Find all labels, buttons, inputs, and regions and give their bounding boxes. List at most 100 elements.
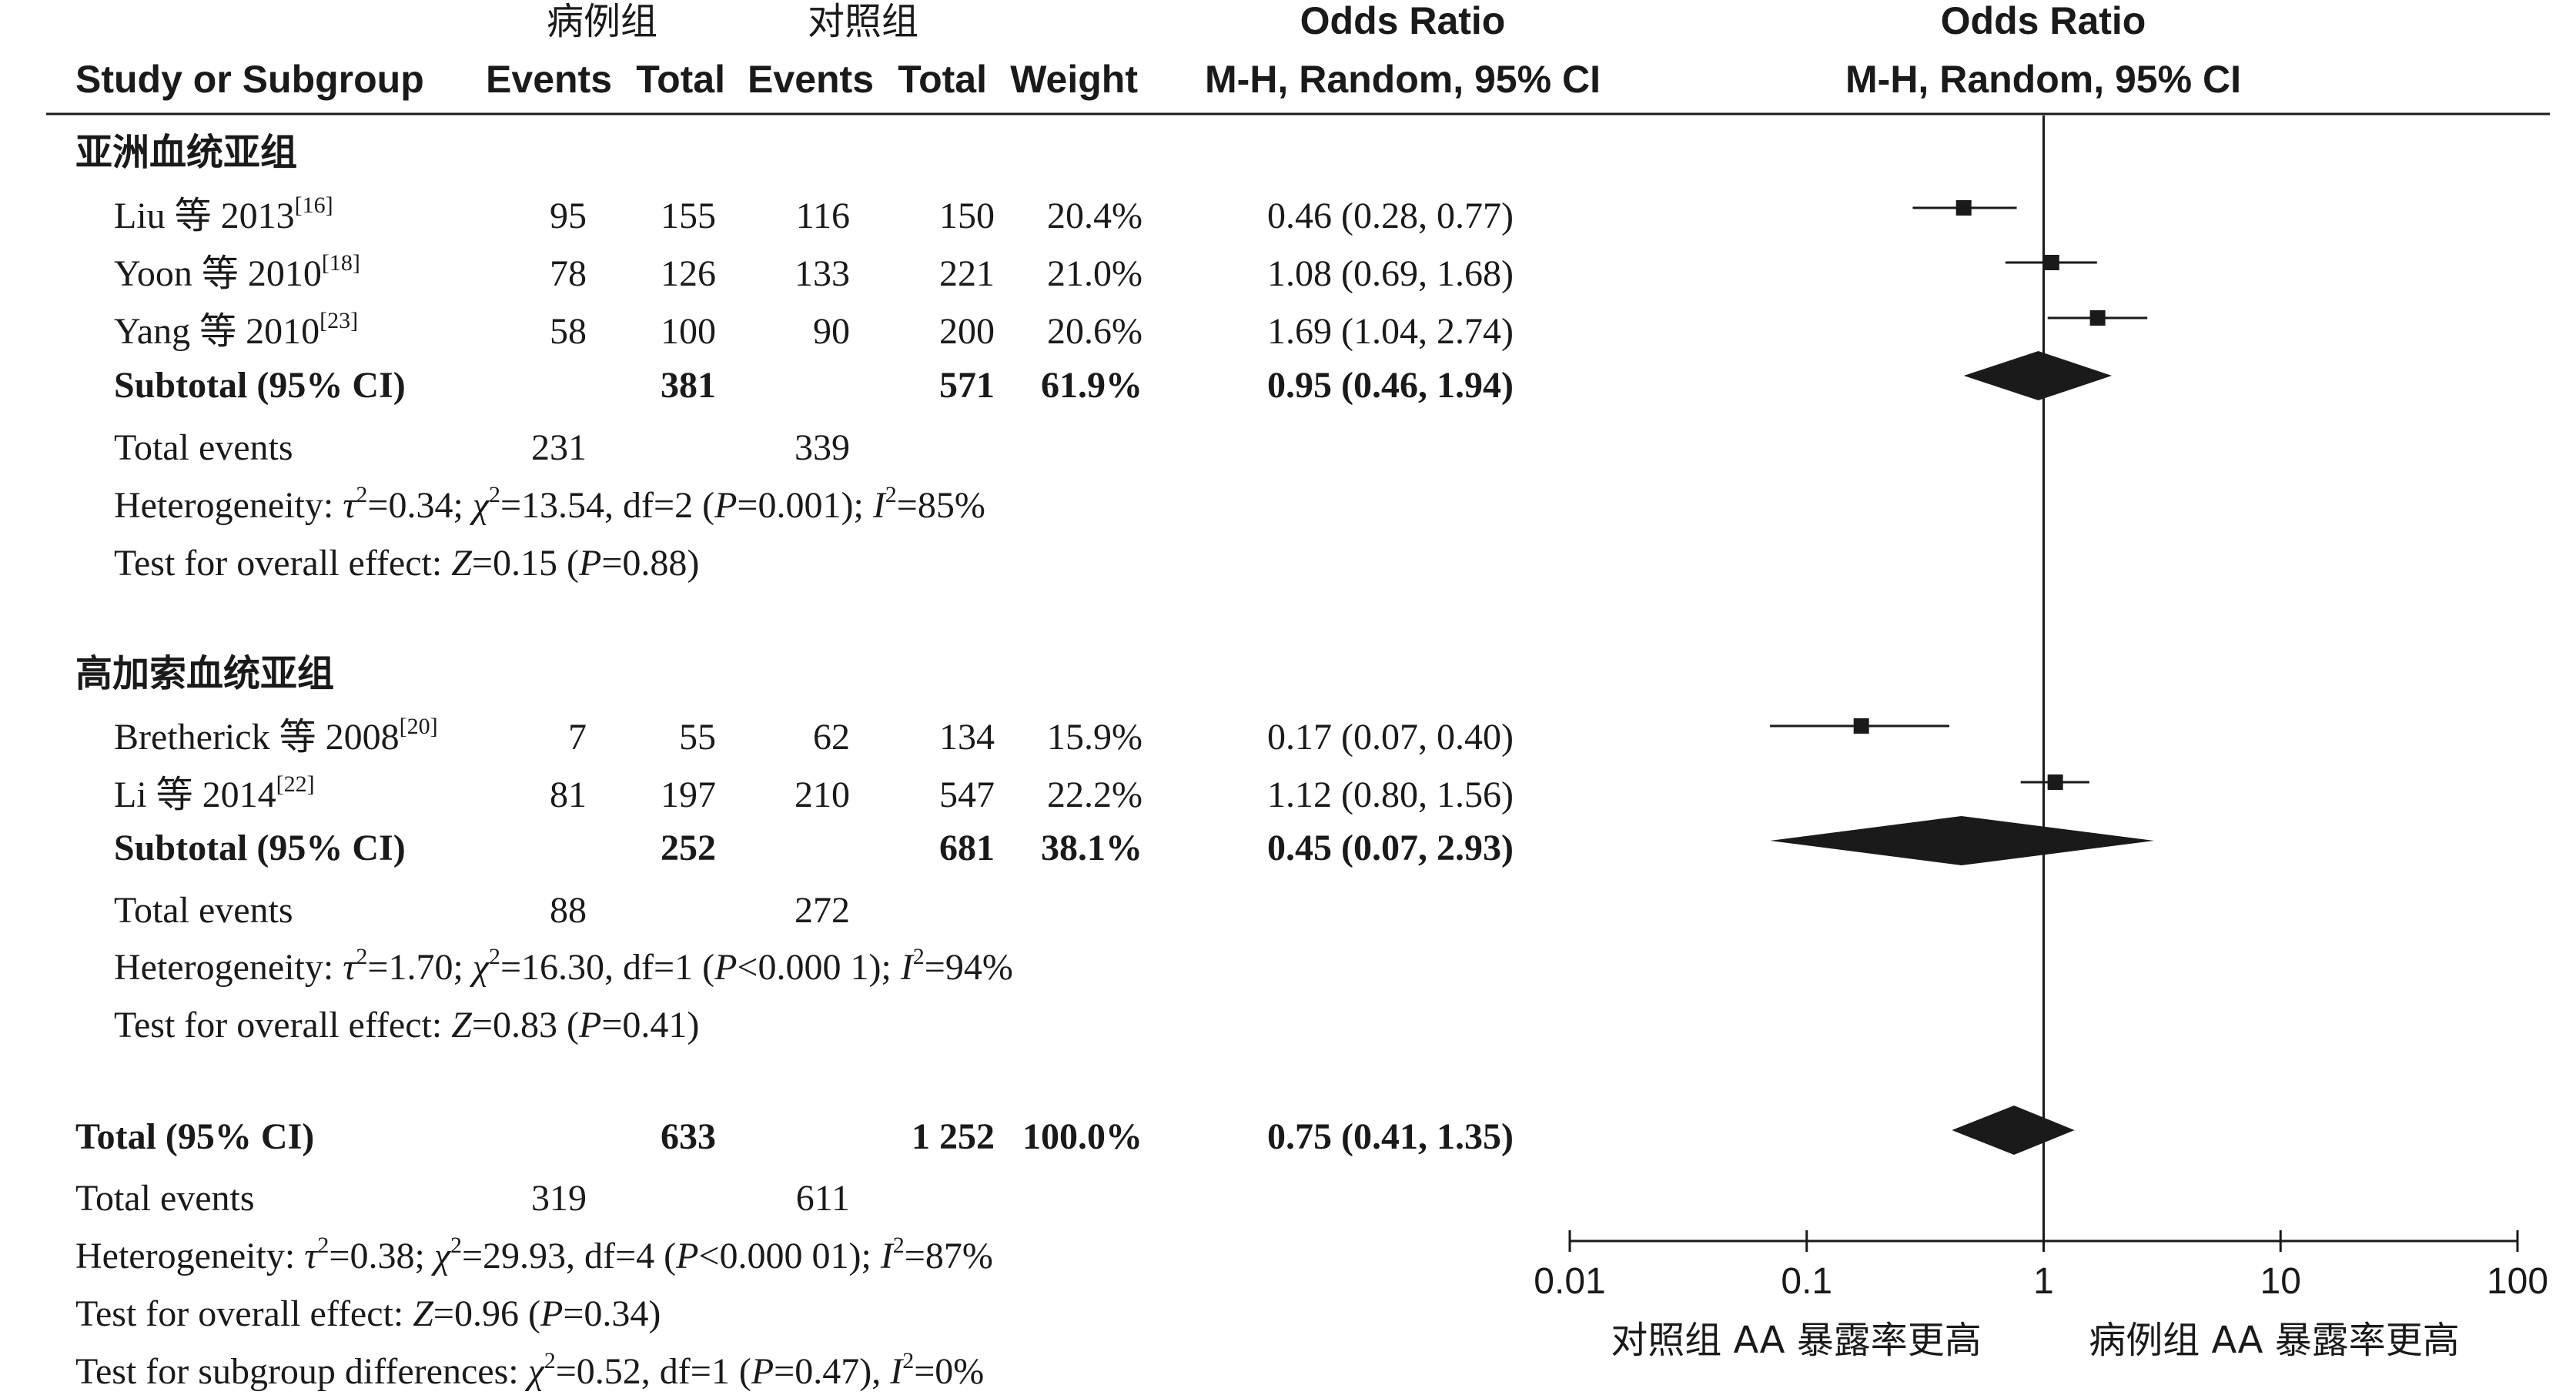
header-plot-title: Odds Ratio [1941,0,2146,42]
total-events-label: Total events [75,1178,255,1219]
subtotal-total-case: 252 [661,828,716,868]
header-control-group: 对照组 [808,0,918,43]
study-point [1853,718,1869,734]
weight-value: 20.6% [1047,311,1142,352]
overall-effect-text: Test for overall effect: Z=0.83 (P=0.41) [114,1005,699,1045]
table-row: Yoon 等 2010[18] 78 126 133 221 21.0% 1.0… [114,250,1514,294]
overall-effect-text: Test for overall effect: Z=0.96 (P=0.34) [75,1293,661,1334]
subtotal-diamond [1963,351,2113,400]
header-plot-method: M-H, Random, 95% CI [1845,58,2241,101]
header-events-control: Events [748,58,874,101]
total-events-case: 319 [531,1178,587,1219]
subtotal-weight: 38.1% [1041,828,1142,868]
events-control: 62 [813,717,850,758]
header-weight: Weight [1010,58,1138,101]
subtotal-diamond [1770,816,2155,865]
or-ci-text: 1.69 (1.04, 2.74) [1267,311,1514,352]
subtotal-total-control: 571 [939,365,995,406]
subgroup-differences-text: Test for subgroup differences: χ2=0.52, … [75,1348,984,1392]
total-label: Total (95% CI) [75,1116,314,1157]
subtotal-row: Subtotal (95% CI) 381 571 61.9% 0.95 (0.… [114,365,1514,406]
total-events-control: 272 [795,890,850,931]
or-ci-text: 1.08 (0.69, 1.68) [1267,253,1514,294]
total-events-control: 339 [795,427,850,468]
weight-value: 22.2% [1047,774,1142,815]
study-name: Li 等 2014[22] [114,771,315,815]
events-case: 81 [550,774,587,815]
total-control: 200 [939,311,995,352]
subtotal-row: Subtotal (95% CI) 252 681 38.1% 0.45 (0.… [114,828,1514,868]
study-name: Bretherick 等 2008[20] [114,714,438,758]
x-tick-label: 0.01 [1534,1261,1605,1302]
study-point [2043,255,2059,270]
total-events-row: Total events 88 272 [114,890,850,931]
total-control: 134 [939,717,995,758]
header-events-case: Events [486,58,612,101]
total-diamond [1952,1106,2075,1155]
weight-value: 21.0% [1047,253,1142,294]
heterogeneity-text: Heterogeneity: τ2=0.34; χ2=13.54, df=2 (… [114,482,985,526]
total-events-case: 88 [550,890,587,931]
subtotal-label: Subtotal (95% CI) [114,828,406,868]
total-control: 150 [939,196,995,236]
total-events-control: 611 [796,1178,850,1219]
events-case: 78 [550,253,587,294]
total-weight: 100.0% [1022,1116,1142,1157]
table-row: Liu 等 2013[16] 95 155 116 150 20.4% 0.46… [114,192,1514,236]
total-case: 100 [661,311,716,352]
total-control: 547 [939,774,995,815]
subtotal-or-ci: 0.45 (0.07, 2.93) [1267,828,1514,868]
events-case: 58 [550,311,587,352]
study-name: Yoon 等 2010[18] [114,250,360,294]
x-tick-label: 0.1 [1781,1261,1832,1302]
subtotal-label: Subtotal (95% CI) [114,365,406,406]
events-case: 7 [568,717,587,758]
total-events-label: Total events [114,890,293,931]
axis-label-left: 对照组 AA 暴露率更高 [1611,1319,1982,1362]
or-ci-text: 0.46 (0.28, 0.77) [1267,196,1514,236]
events-control: 133 [795,253,850,294]
events-control: 210 [795,774,850,815]
total-case: 55 [679,717,716,758]
overall-effect-text: Test for overall effect: Z=0.15 (P=0.88) [114,543,699,584]
weight-value: 20.4% [1047,196,1142,236]
header-total-case: Total [636,58,725,101]
header-or-method: M-H, Random, 95% CI [1205,58,1601,101]
or-ci-text: 1.12 (0.80, 1.56) [1267,774,1514,815]
events-control: 116 [796,196,850,236]
subgroup-title: 高加索血统亚组 [75,652,334,695]
subtotal-total-case: 381 [661,365,716,406]
total-events-row: Total events 231 339 [114,427,850,468]
total-case: 197 [661,774,716,815]
header-total-control: Total [898,58,987,101]
total-or-ci: 0.75 (0.41, 1.35) [1267,1116,1514,1157]
total-control: 221 [939,253,995,294]
table-row: Yang 等 2010[23] 58 100 90 200 20.6% 1.69… [114,308,1514,352]
events-control: 90 [813,311,850,352]
total-case: 126 [661,253,716,294]
study-name: Yang 等 2010[23] [114,308,358,352]
study-point [2047,774,2063,790]
subgroup-title: 亚洲血统亚组 [75,131,297,174]
x-tick-label: 100 [2487,1261,2548,1302]
study-point [2089,310,2106,326]
table-row: Li 等 2014[22] 81 197 210 547 22.2% 1.12 … [114,771,1514,815]
subtotal-or-ci: 0.95 (0.46, 1.94) [1267,365,1514,406]
weight-value: 15.9% [1047,717,1142,758]
total-row: Total (95% CI) 633 1 252 100.0% 0.75 (0.… [75,1116,1514,1157]
x-tick-label: 1 [2033,1261,2054,1302]
subtotal-total-control: 681 [939,828,995,868]
header-study-column: Study or Subgroup [75,58,424,101]
header-case-group: 病例组 [547,0,657,43]
study-name: Liu 等 2013[16] [114,192,333,236]
or-ci-text: 0.17 (0.07, 0.40) [1267,717,1514,758]
header-or-title: Odds Ratio [1300,0,1506,42]
heterogeneity-text: Heterogeneity: τ2=1.70; χ2=16.30, df=1 (… [114,944,1013,988]
axis-label-right: 病例组 AA 暴露率更高 [2089,1319,2460,1362]
heterogeneity-text: Heterogeneity: τ2=0.38; χ2=29.93, df=4 (… [75,1233,993,1276]
total-total-case: 633 [661,1116,716,1157]
total-events-row: Total events 319 611 [75,1178,850,1219]
table-row: Bretherick 等 2008[20] 7 55 62 134 15.9% … [114,714,1514,758]
total-case: 155 [661,196,716,236]
